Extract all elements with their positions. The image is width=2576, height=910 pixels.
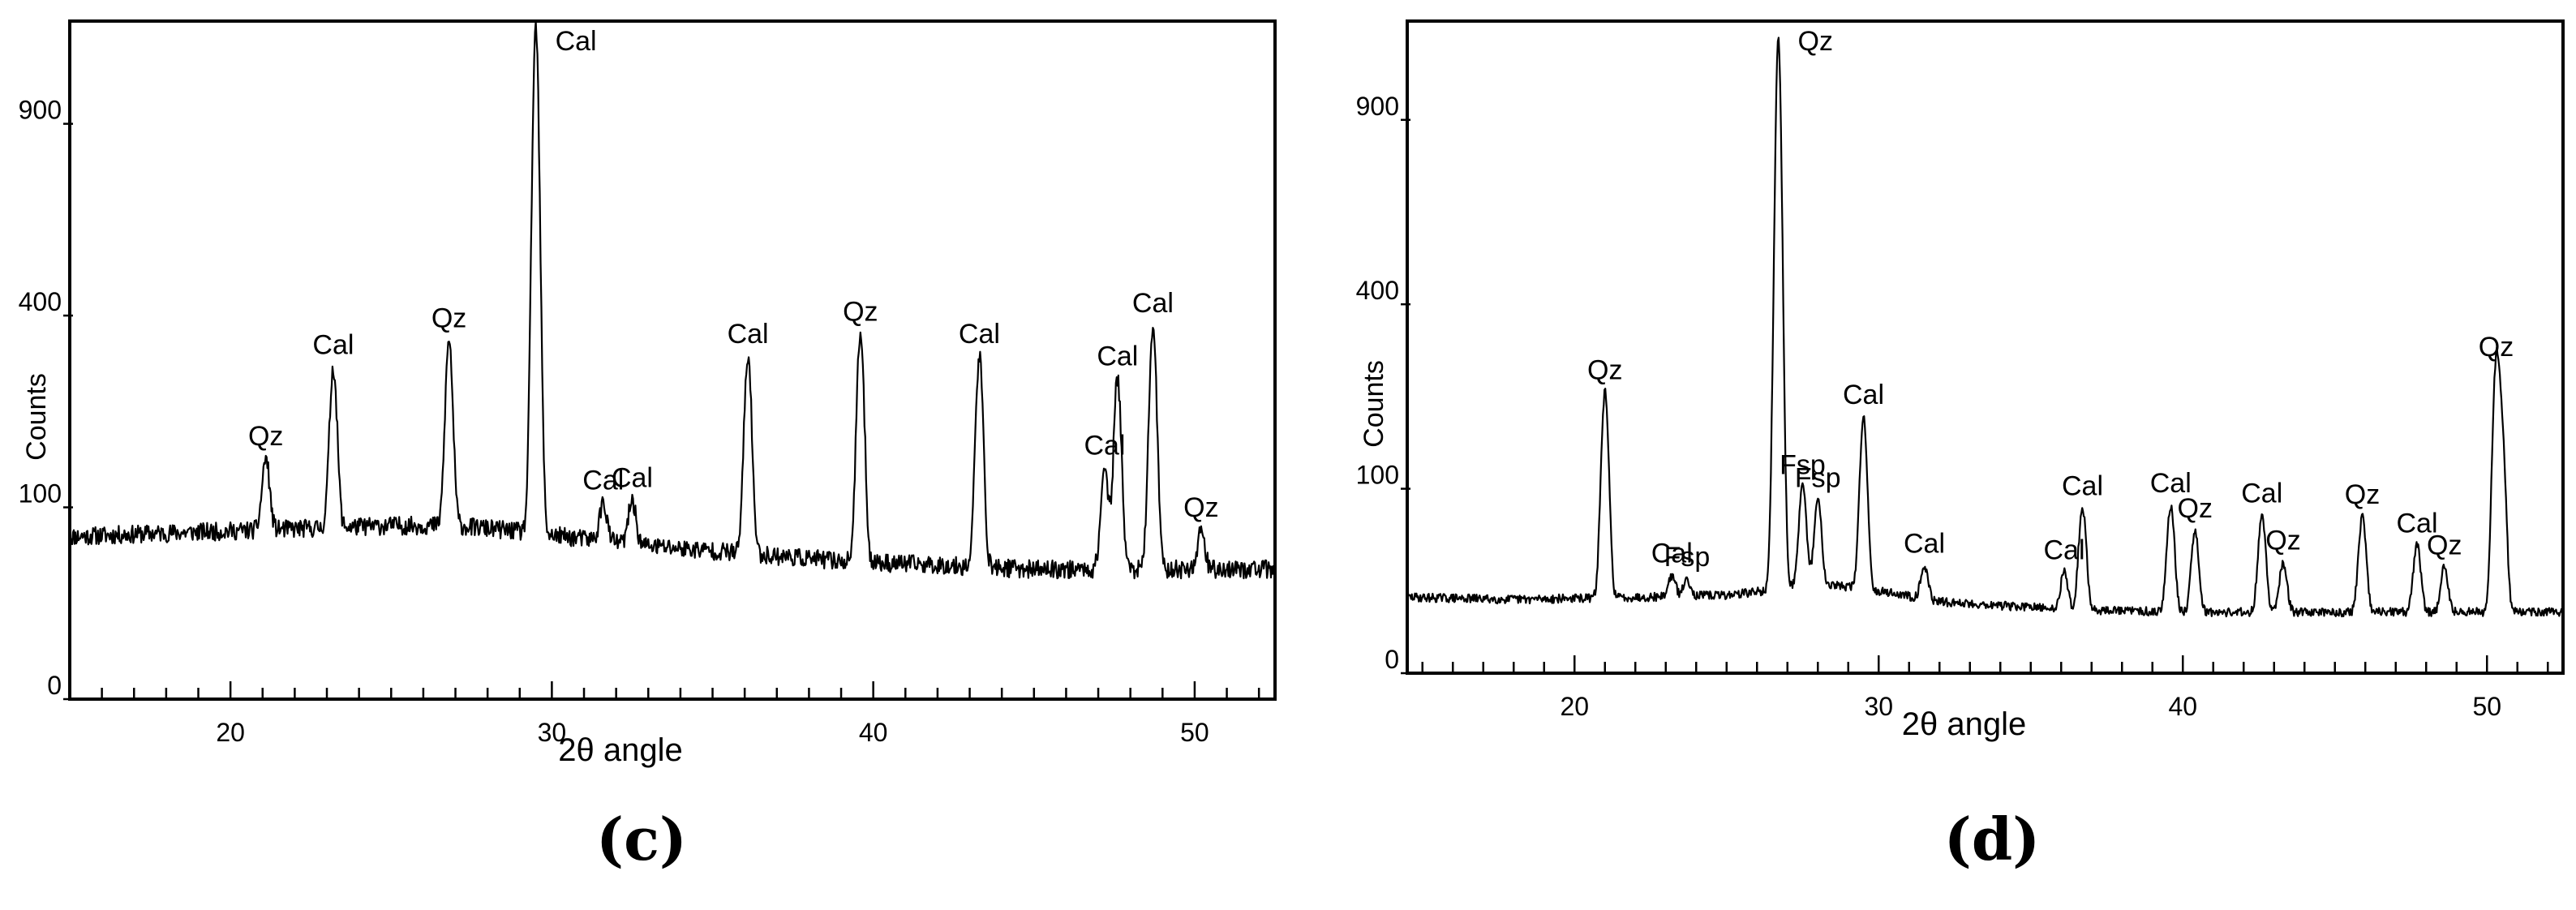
- peak-label: Cal: [2241, 479, 2282, 509]
- y-tick-label: 900: [1356, 92, 1399, 121]
- peak-label: Cal: [612, 462, 653, 493]
- x-tick-label: 20: [216, 718, 245, 747]
- peak-label: Cal: [959, 319, 1000, 350]
- peak-label: Cal: [2043, 534, 2084, 565]
- x-tick-label: 50: [2472, 692, 2501, 721]
- plot-frame: [68, 19, 1277, 701]
- peak-label: Qz: [2265, 526, 2300, 556]
- y-axis-title: Counts: [21, 373, 52, 461]
- panel-label: (d): [1944, 805, 2040, 874]
- y-tick-label: 100: [1356, 461, 1399, 490]
- y-tick-label: 400: [19, 287, 62, 316]
- y-tick-label: 100: [19, 479, 62, 509]
- diffraction-trace: [1406, 36, 2565, 618]
- peak-label: Cal: [1904, 528, 1945, 559]
- peak-label: Qz: [1183, 492, 1218, 523]
- peak-label: Qz: [843, 296, 878, 327]
- peak-label: Fsp: [1664, 542, 1711, 573]
- peak-label: Cal: [2150, 468, 2192, 499]
- peak-label: Qz: [2345, 479, 2380, 510]
- peak-label: Qz: [248, 421, 283, 452]
- panel-label: (c): [596, 805, 687, 874]
- x-axis-title: 2θ angle: [558, 732, 682, 768]
- peak-label: Qz: [1798, 26, 1833, 57]
- peak-label: Cal: [556, 26, 597, 57]
- x-tick-label: 40: [2168, 692, 2197, 721]
- x-tick-label: 30: [538, 718, 567, 747]
- peak-label: Cal: [1084, 430, 1125, 461]
- x-tick-label: 30: [1864, 692, 1893, 721]
- peak-label: Qz: [431, 303, 466, 334]
- y-tick-label: 0: [47, 671, 62, 700]
- peak-label: Cal: [728, 319, 769, 350]
- y-tick-label: 900: [19, 96, 62, 125]
- peak-label: Qz: [2427, 530, 2462, 560]
- x-tick-label: 20: [1560, 692, 1589, 721]
- diffraction-trace: [69, 20, 1276, 580]
- y-tick-label: 400: [1356, 276, 1399, 305]
- peak-label: Cal: [312, 329, 354, 360]
- peak-label: Cal: [2396, 508, 2437, 539]
- peak-label: Cal: [1132, 288, 1174, 319]
- peak-label: Qz: [2479, 332, 2514, 363]
- peak-label: Cal: [582, 466, 624, 496]
- x-axis-title: 2θ angle: [1902, 706, 2026, 742]
- peak-label: Fsp: [1780, 449, 1826, 480]
- y-tick-label: 0: [1385, 645, 1399, 674]
- peak-label: Cal: [1097, 341, 1138, 371]
- peak-label: Fsp: [1795, 463, 1841, 494]
- plot-frame: [1406, 19, 2565, 675]
- peak-label: Cal: [1843, 380, 1884, 410]
- y-axis-title: Counts: [1359, 360, 1389, 448]
- x-tick-label: 40: [859, 718, 888, 747]
- peak-label: Cal: [1651, 539, 1693, 569]
- x-tick-label: 50: [1180, 718, 1209, 747]
- panel-c: 20 30 40 50 0 100 400 900 2θ angle Counts Qz Cal Qz C…: [19, 19, 1277, 874]
- peak-label: Cal: [2062, 471, 2103, 502]
- peak-label: Qz: [1587, 355, 1622, 386]
- peak-label: Qz: [2178, 493, 2213, 524]
